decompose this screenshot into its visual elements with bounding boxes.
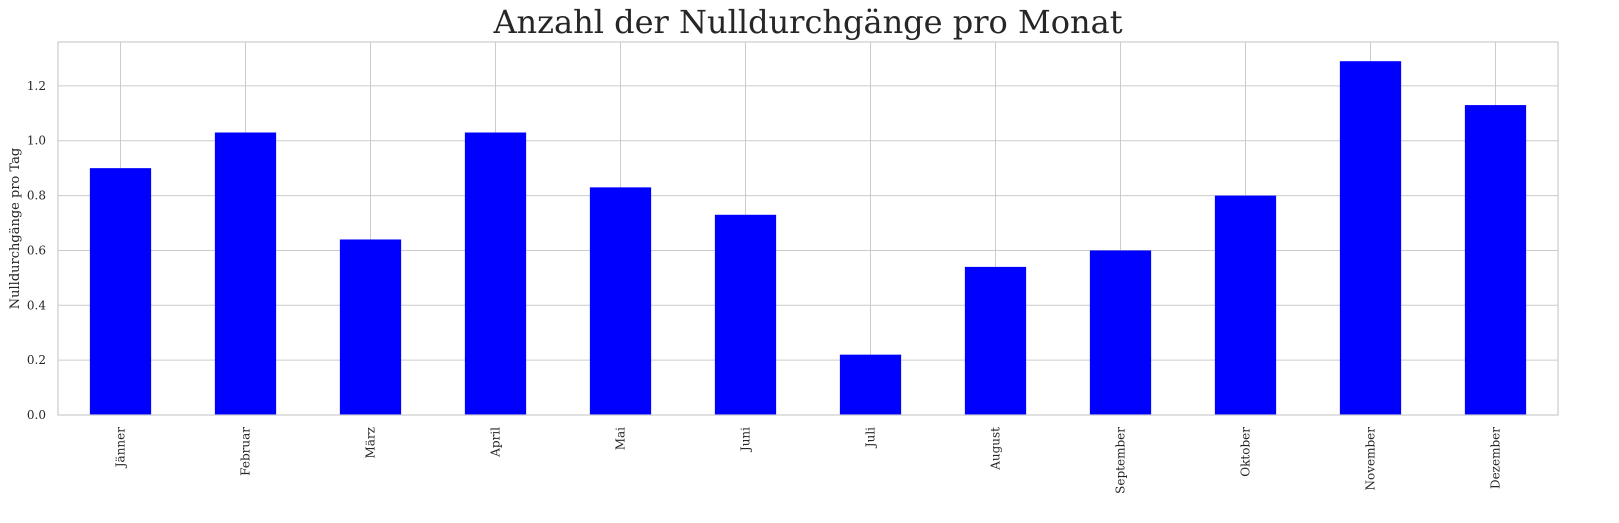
y-tick-label: 0.4 xyxy=(27,298,46,312)
bar-märz xyxy=(339,239,402,415)
bar-april xyxy=(464,132,527,415)
y-tick-label: 1.0 xyxy=(27,134,46,148)
x-tick-label: Jänner xyxy=(114,427,128,470)
bar-juni xyxy=(714,214,777,415)
x-tick-label: Juli xyxy=(864,427,878,449)
bar-layer xyxy=(89,61,1527,416)
bar-oktober xyxy=(1214,195,1277,415)
y-tick-labels: 0.0 0.2 0.4 0.6 0.8 1.0 1.2 xyxy=(27,79,46,422)
y-tick-label: 0.2 xyxy=(27,353,46,367)
y-tick-label: 0.8 xyxy=(27,189,46,203)
bar-august xyxy=(964,266,1027,415)
bar-september xyxy=(1089,250,1152,415)
bar-juli xyxy=(839,354,902,415)
x-tick-label: August xyxy=(989,427,1003,471)
chart-title: Anzahl der Nulldurchgänge pro Monat xyxy=(492,3,1122,41)
y-tick-label: 1.2 xyxy=(27,79,46,93)
x-tick-label: Mai xyxy=(614,427,628,450)
y-tick-label: 0.0 xyxy=(27,408,46,422)
x-tick-label: April xyxy=(489,427,503,458)
bar-dezember xyxy=(1464,105,1527,416)
y-axis-label: Nulldurchgänge pro Tag xyxy=(8,148,23,309)
bar-november xyxy=(1339,61,1402,416)
x-tick-label: Dezember xyxy=(1489,427,1503,489)
bar-jänner xyxy=(89,168,152,415)
grid-layer xyxy=(58,42,1558,415)
x-tick-label: September xyxy=(1114,427,1128,494)
y-tick-label: 0.6 xyxy=(27,243,46,257)
x-tick-label: November xyxy=(1364,427,1378,491)
plot-frame xyxy=(57,41,1559,416)
x-tick-labels: Jänner Februar März April Mai Juni Juli August S… xyxy=(114,427,1503,494)
x-tick-label: März xyxy=(364,427,378,459)
bar-februar xyxy=(214,132,277,415)
bar-mai xyxy=(589,187,652,415)
x-tick-label: Oktober xyxy=(1239,427,1253,477)
x-tick-label: Februar xyxy=(239,427,253,476)
x-tick-label: Juni xyxy=(739,427,753,453)
